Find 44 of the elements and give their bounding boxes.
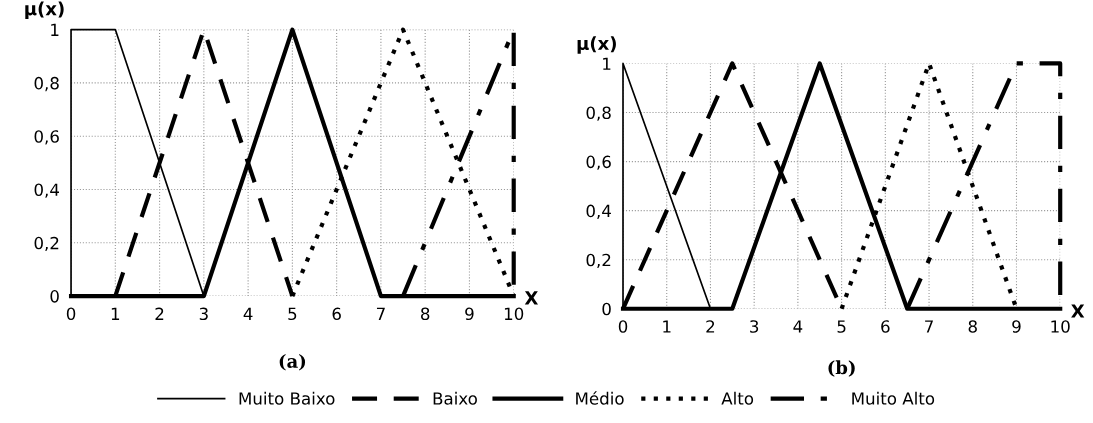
x-tick-label: 3 — [199, 307, 208, 321]
y-tick-label: 0,6 — [586, 155, 611, 170]
legend-label: Muito Alto — [852, 391, 935, 405]
x-axis-title: X — [524, 291, 539, 305]
x-tick-label: 1 — [663, 320, 671, 333]
x-axis-title: X — [1071, 304, 1085, 318]
x-tick-label: 10 — [1051, 320, 1070, 333]
y-tick-label: 0,2 — [586, 253, 611, 268]
x-tick-label: 1 — [111, 307, 120, 320]
x-tick-label: 9 — [1012, 320, 1021, 333]
x-tick-label: 2 — [155, 307, 164, 320]
y-tick-label: 0,8 — [586, 106, 611, 121]
x-tick-label: 0 — [66, 307, 76, 321]
y-tick-label: 0,4 — [586, 204, 611, 219]
x-tick-label: 0 — [618, 320, 628, 333]
x-tick-label: 7 — [376, 307, 385, 320]
y-axis-title: μ(x) — [25, 1, 64, 19]
text: (a) — [279, 353, 306, 371]
x-tick-label: 3 — [750, 320, 759, 333]
x-tick-label: 10 — [504, 307, 524, 321]
x-tick-label: 8 — [421, 307, 430, 321]
x-tick-label: 6 — [332, 307, 341, 321]
y-axis-title: μ(x) — [577, 36, 616, 54]
y-tick-label: 0 — [50, 290, 59, 303]
x-tick-label: 4 — [243, 307, 253, 320]
y-tick-label: 1 — [603, 57, 611, 70]
legend-label: Médio — [576, 391, 624, 405]
x-tick-label: 5 — [288, 307, 297, 321]
legend-label: Muito Baixo — [239, 391, 335, 405]
text: (b) — [828, 360, 855, 377]
x-tick-label: 2 — [706, 320, 715, 333]
x-tick-label: 6 — [881, 320, 890, 333]
x-tick-label: 8 — [968, 320, 977, 333]
y-tick-label: 1 — [51, 23, 59, 36]
y-tick-label: 0,4 — [34, 183, 59, 198]
y-tick-label: 0,6 — [34, 130, 59, 145]
legend-label: Baixo — [433, 391, 477, 405]
y-tick-label: 0,8 — [34, 76, 59, 92]
x-tick-label: 7 — [925, 320, 933, 333]
legend-label: Alto — [721, 391, 754, 405]
x-tick-label: 4 — [793, 320, 803, 333]
y-tick-label: 0,2 — [34, 236, 59, 252]
x-tick-label: 5 — [837, 320, 846, 333]
x-tick-label: 9 — [465, 307, 474, 321]
